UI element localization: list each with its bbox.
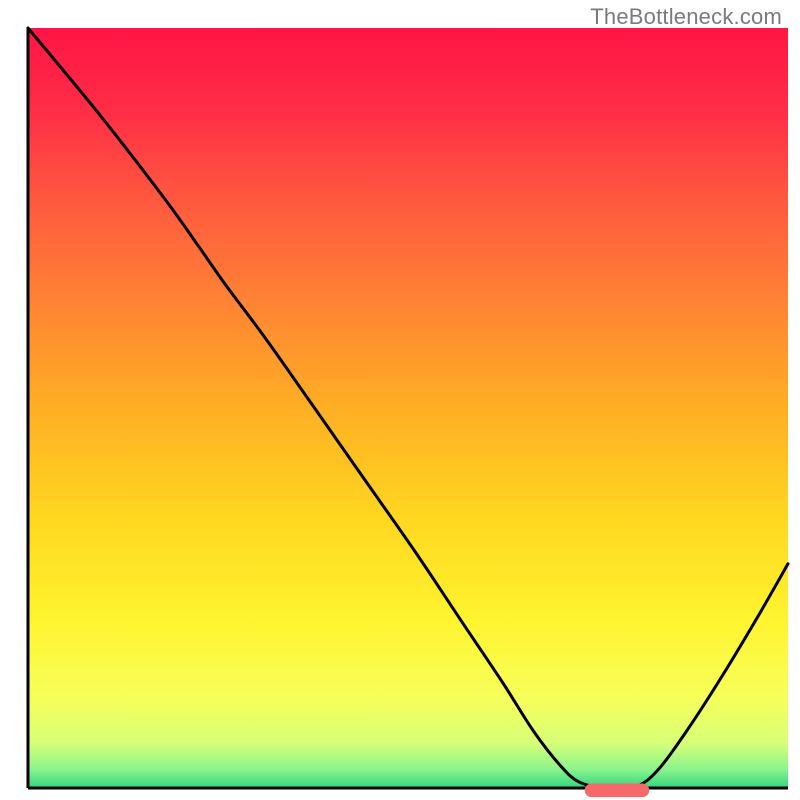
optimal-marker — [585, 783, 650, 797]
bottleneck-chart — [0, 0, 800, 800]
plot-background — [28, 28, 788, 788]
watermark-text: TheBottleneck.com — [590, 4, 782, 30]
chart-container: TheBottleneck.com — [0, 0, 800, 800]
